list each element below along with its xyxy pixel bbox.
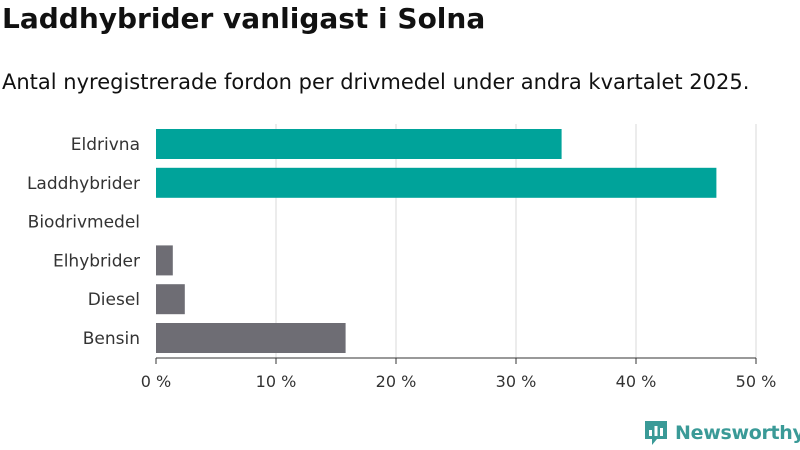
category-label: Bensin (83, 329, 140, 349)
x-tick-label: 40 % (616, 372, 657, 391)
x-tick-label: 50 % (736, 372, 777, 391)
category-label: Eldrivna (71, 135, 140, 155)
newsworthy-logo-icon (645, 421, 667, 445)
category-label: Biodrivmedel (28, 213, 140, 233)
category-label: Elhybrider (53, 251, 140, 271)
x-tick-label: 30 % (496, 372, 537, 391)
brand-name: Newsworthy (675, 422, 800, 444)
bar (156, 323, 346, 353)
bar (156, 129, 562, 159)
chart-subtitle: Antal nyregistrerade fordon per drivmede… (2, 70, 750, 94)
chart-title: Laddhybrider vanligast i Solna (2, 2, 486, 35)
category-label: Diesel (88, 290, 140, 310)
bar (156, 284, 185, 315)
x-tick-label: 20 % (376, 372, 417, 391)
bar (156, 245, 173, 276)
bar (156, 167, 717, 198)
brand-logo: Newsworthy (643, 419, 800, 447)
x-tick-label: 10 % (256, 372, 297, 391)
category-label: Laddhybrider (27, 174, 140, 194)
x-tick-label: 0 % (141, 372, 171, 391)
